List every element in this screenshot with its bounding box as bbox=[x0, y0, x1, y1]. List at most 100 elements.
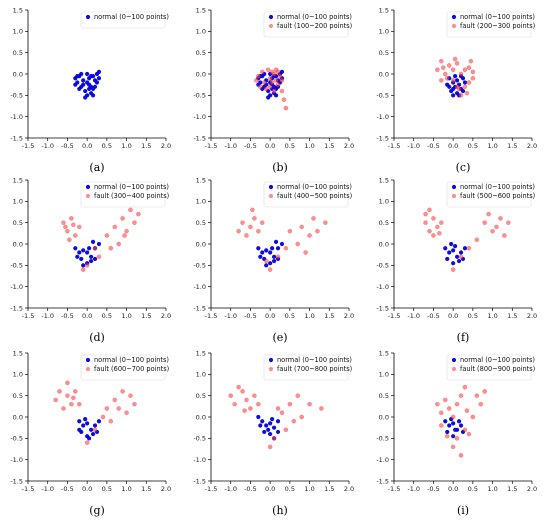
fault-point bbox=[242, 408, 247, 413]
fault-point bbox=[452, 56, 458, 62]
y-tick-label: 1.5 bbox=[13, 349, 23, 357]
x-tick-label: 2.0 bbox=[161, 142, 171, 150]
legend-fault-marker bbox=[451, 366, 457, 372]
normal-point bbox=[273, 239, 279, 244]
fault-point bbox=[73, 233, 78, 238]
normal-point bbox=[458, 423, 464, 428]
normal-point bbox=[79, 71, 84, 77]
subplot-caption: (g) bbox=[89, 504, 105, 517]
x-tick-label: -0.5 bbox=[244, 485, 257, 493]
normal-point bbox=[77, 86, 82, 92]
fault-point bbox=[57, 389, 62, 394]
normal-point bbox=[90, 431, 96, 437]
x-tick-label: 0.0 bbox=[448, 142, 458, 150]
fault-point bbox=[267, 76, 273, 81]
normal-point bbox=[77, 427, 82, 432]
legend-box bbox=[263, 354, 349, 381]
fault-point bbox=[283, 427, 289, 433]
normal-point bbox=[447, 423, 452, 428]
x-tick-label: 0.0 bbox=[448, 485, 458, 493]
legend-box bbox=[446, 181, 532, 208]
normal-point bbox=[90, 93, 96, 98]
normal-point bbox=[443, 246, 448, 251]
legend-normal-marker bbox=[268, 357, 274, 363]
fault-point bbox=[443, 397, 448, 403]
fault-point bbox=[267, 84, 273, 90]
y-tick-label: -1.0 bbox=[193, 283, 206, 291]
subplot-caption: (d) bbox=[89, 331, 105, 344]
fault-point bbox=[444, 433, 450, 439]
legend: normal (0~100 points)fault (700~800 poin… bbox=[263, 354, 352, 381]
fault-point bbox=[84, 440, 90, 445]
y-tick-label: 0.0 bbox=[13, 240, 23, 248]
subplot-g: -1.5 -1.0 -0.5 0.0 0.5 1.0 1.5 2.0 -1.5 -1.0 -0.5 0… bbox=[10, 349, 171, 517]
fault-point bbox=[466, 65, 472, 70]
fault-point bbox=[279, 78, 285, 83]
x-tick-label: 2.0 bbox=[527, 312, 537, 320]
y-tick-label: 0.5 bbox=[13, 49, 23, 57]
y-tick-label: -0.5 bbox=[193, 262, 206, 270]
x-tick-label: -0.5 bbox=[427, 142, 440, 150]
normal-point bbox=[81, 248, 86, 253]
y-tick-label: 1.0 bbox=[13, 371, 23, 379]
x-tick-label: 1.0 bbox=[304, 485, 314, 493]
x-tick-label: 1.0 bbox=[487, 142, 497, 150]
normal-point bbox=[454, 254, 460, 259]
fault-point bbox=[108, 246, 114, 251]
subplot-caption: (e) bbox=[272, 331, 287, 344]
y-tick-label: 0.5 bbox=[196, 219, 206, 227]
fault-point bbox=[269, 69, 275, 75]
x-tick-label: -1.0 bbox=[224, 312, 237, 320]
fault-point bbox=[275, 82, 281, 87]
fault-point bbox=[287, 401, 293, 407]
legend-fault-marker bbox=[85, 193, 91, 199]
x-tick-label: -0.5 bbox=[61, 142, 74, 150]
normal-point bbox=[88, 258, 94, 264]
fault-point bbox=[450, 414, 456, 420]
subplot-caption: (f) bbox=[457, 331, 470, 344]
fault-point bbox=[258, 84, 263, 90]
fault-point bbox=[260, 69, 265, 75]
fault-point bbox=[311, 216, 316, 221]
normal-point bbox=[451, 86, 456, 92]
fault-point bbox=[232, 401, 237, 407]
y-tick-label: 1.5 bbox=[196, 176, 206, 184]
x-tick-label: -0.5 bbox=[427, 312, 440, 320]
fault-point bbox=[73, 389, 78, 394]
normal-point bbox=[83, 417, 88, 422]
x-tick-label: 0.0 bbox=[448, 312, 458, 320]
normal-point bbox=[87, 86, 92, 92]
normal-point bbox=[81, 263, 86, 268]
fault-point bbox=[279, 88, 285, 94]
y-tick-label: -1.5 bbox=[376, 134, 389, 142]
legend-normal-marker bbox=[85, 357, 91, 363]
fault-point bbox=[265, 67, 271, 72]
fault-point bbox=[458, 93, 464, 98]
fault-point bbox=[104, 406, 110, 411]
fault-point bbox=[464, 90, 470, 96]
fault-point bbox=[299, 414, 304, 420]
y-tick-label: 1.5 bbox=[379, 349, 389, 357]
y-tick-label: 0.0 bbox=[196, 70, 206, 78]
subplot-e: -1.5 -1.0 -0.5 0.0 0.5 1.0 1.5 2.0 -1.5 -1.0 -0.5 0… bbox=[193, 176, 354, 344]
normal-point bbox=[96, 76, 102, 81]
normal-point bbox=[279, 69, 285, 74]
fault-point bbox=[462, 384, 468, 390]
fault-point bbox=[506, 220, 511, 225]
fault-point bbox=[458, 71, 464, 77]
fault-point bbox=[423, 211, 428, 217]
fault-point bbox=[435, 67, 440, 72]
normal-point bbox=[77, 419, 82, 424]
x-tick-label: 1.5 bbox=[324, 312, 334, 320]
y-tick-label: -1.0 bbox=[10, 456, 23, 464]
subplot-c: -1.5 -1.0 -0.5 0.0 0.5 1.0 1.5 2.0 -1.5 -1.0 -0.5 0… bbox=[376, 6, 537, 174]
y-tick-label: 1.5 bbox=[379, 176, 389, 184]
fault-point bbox=[444, 76, 450, 81]
y-tick-label: 0.0 bbox=[379, 413, 389, 421]
legend-fault-marker bbox=[451, 23, 457, 29]
legend-fault-marker bbox=[268, 23, 274, 29]
normal-point bbox=[451, 421, 456, 426]
normal-point bbox=[462, 80, 468, 85]
fault-point bbox=[466, 80, 472, 85]
y-tick-label: 0.5 bbox=[13, 392, 23, 400]
